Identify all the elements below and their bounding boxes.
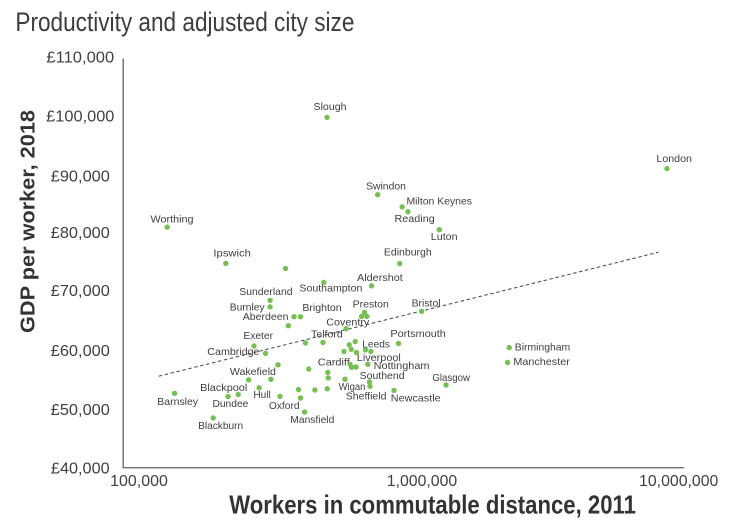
svg-text:£100,000: £100,000 [46,109,114,126]
svg-text:Cambridge: Cambridge [207,346,259,358]
svg-text:Sunderland: Sunderland [239,286,292,298]
svg-text:Hull: Hull [253,389,270,401]
svg-text:£70,000: £70,000 [51,283,110,300]
svg-text:Glasgow: Glasgow [432,372,470,384]
svg-text:Birmingham: Birmingham [515,342,571,354]
svg-text:Wakefield: Wakefield [230,366,276,378]
svg-text:£90,000: £90,000 [51,169,110,186]
svg-text:Manchester: Manchester [513,356,570,368]
svg-text:Portsmouth: Portsmouth [390,328,446,340]
svg-text:Blackburn: Blackburn [198,420,243,432]
svg-text:GDP per worker, 2018: GDP per worker, 2018 [17,110,40,333]
svg-text:Nottingham: Nottingham [374,360,430,372]
svg-text:London: London [656,153,692,165]
svg-text:1,000,000: 1,000,000 [387,473,458,490]
svg-text:Swindon: Swindon [366,181,406,193]
svg-text:Aldershot: Aldershot [357,272,403,284]
svg-text:10,000,000: 10,000,000 [639,473,718,490]
svg-text:Aberdeen: Aberdeen [243,311,289,323]
svg-text:£80,000: £80,000 [51,225,110,242]
svg-text:Dundee: Dundee [212,398,248,410]
svg-text:Oxford: Oxford [269,400,300,412]
svg-text:Wigan: Wigan [339,381,366,393]
svg-text:Leeds: Leeds [362,338,390,350]
svg-text:Southend: Southend [360,370,405,382]
svg-text:Blackpool: Blackpool [200,382,247,394]
svg-text:Cardiff: Cardiff [318,356,350,368]
svg-text:Southampton: Southampton [299,283,362,295]
svg-text:Liverpool: Liverpool [357,352,401,364]
svg-text:Worthing: Worthing [151,213,194,225]
svg-text:Workers in commutable distance: Workers in commutable distance, 2011 [229,490,636,520]
svg-text:Edinburgh: Edinburgh [384,246,432,258]
svg-text:Coventry: Coventry [326,316,370,328]
svg-text:Mansfield: Mansfield [290,414,334,426]
svg-text:100,000: 100,000 [110,473,168,490]
svg-text:£50,000: £50,000 [51,402,110,419]
svg-text:Barnsley: Barnsley [157,396,199,408]
svg-text:Milton Keynes: Milton Keynes [407,196,473,208]
svg-text:Slough: Slough [314,101,347,113]
svg-text:Preston: Preston [353,299,389,311]
svg-text:Reading: Reading [395,213,435,225]
svg-text:Brighton: Brighton [302,302,341,314]
svg-text:Productivity and adjusted city: Productivity and adjusted city size [15,7,354,37]
svg-text:Luton: Luton [431,231,458,243]
svg-text:Exeter: Exeter [243,330,273,342]
svg-text:£60,000: £60,000 [51,343,110,360]
svg-text:£40,000: £40,000 [51,461,110,478]
svg-text:£110,000: £110,000 [46,49,114,66]
svg-text:Burnley: Burnley [230,301,266,313]
svg-text:Bristol: Bristol [412,297,441,309]
svg-text:Sheffield: Sheffield [346,390,387,402]
svg-text:Newcastle: Newcastle [391,393,441,405]
svg-text:Ipswich: Ipswich [213,248,251,260]
